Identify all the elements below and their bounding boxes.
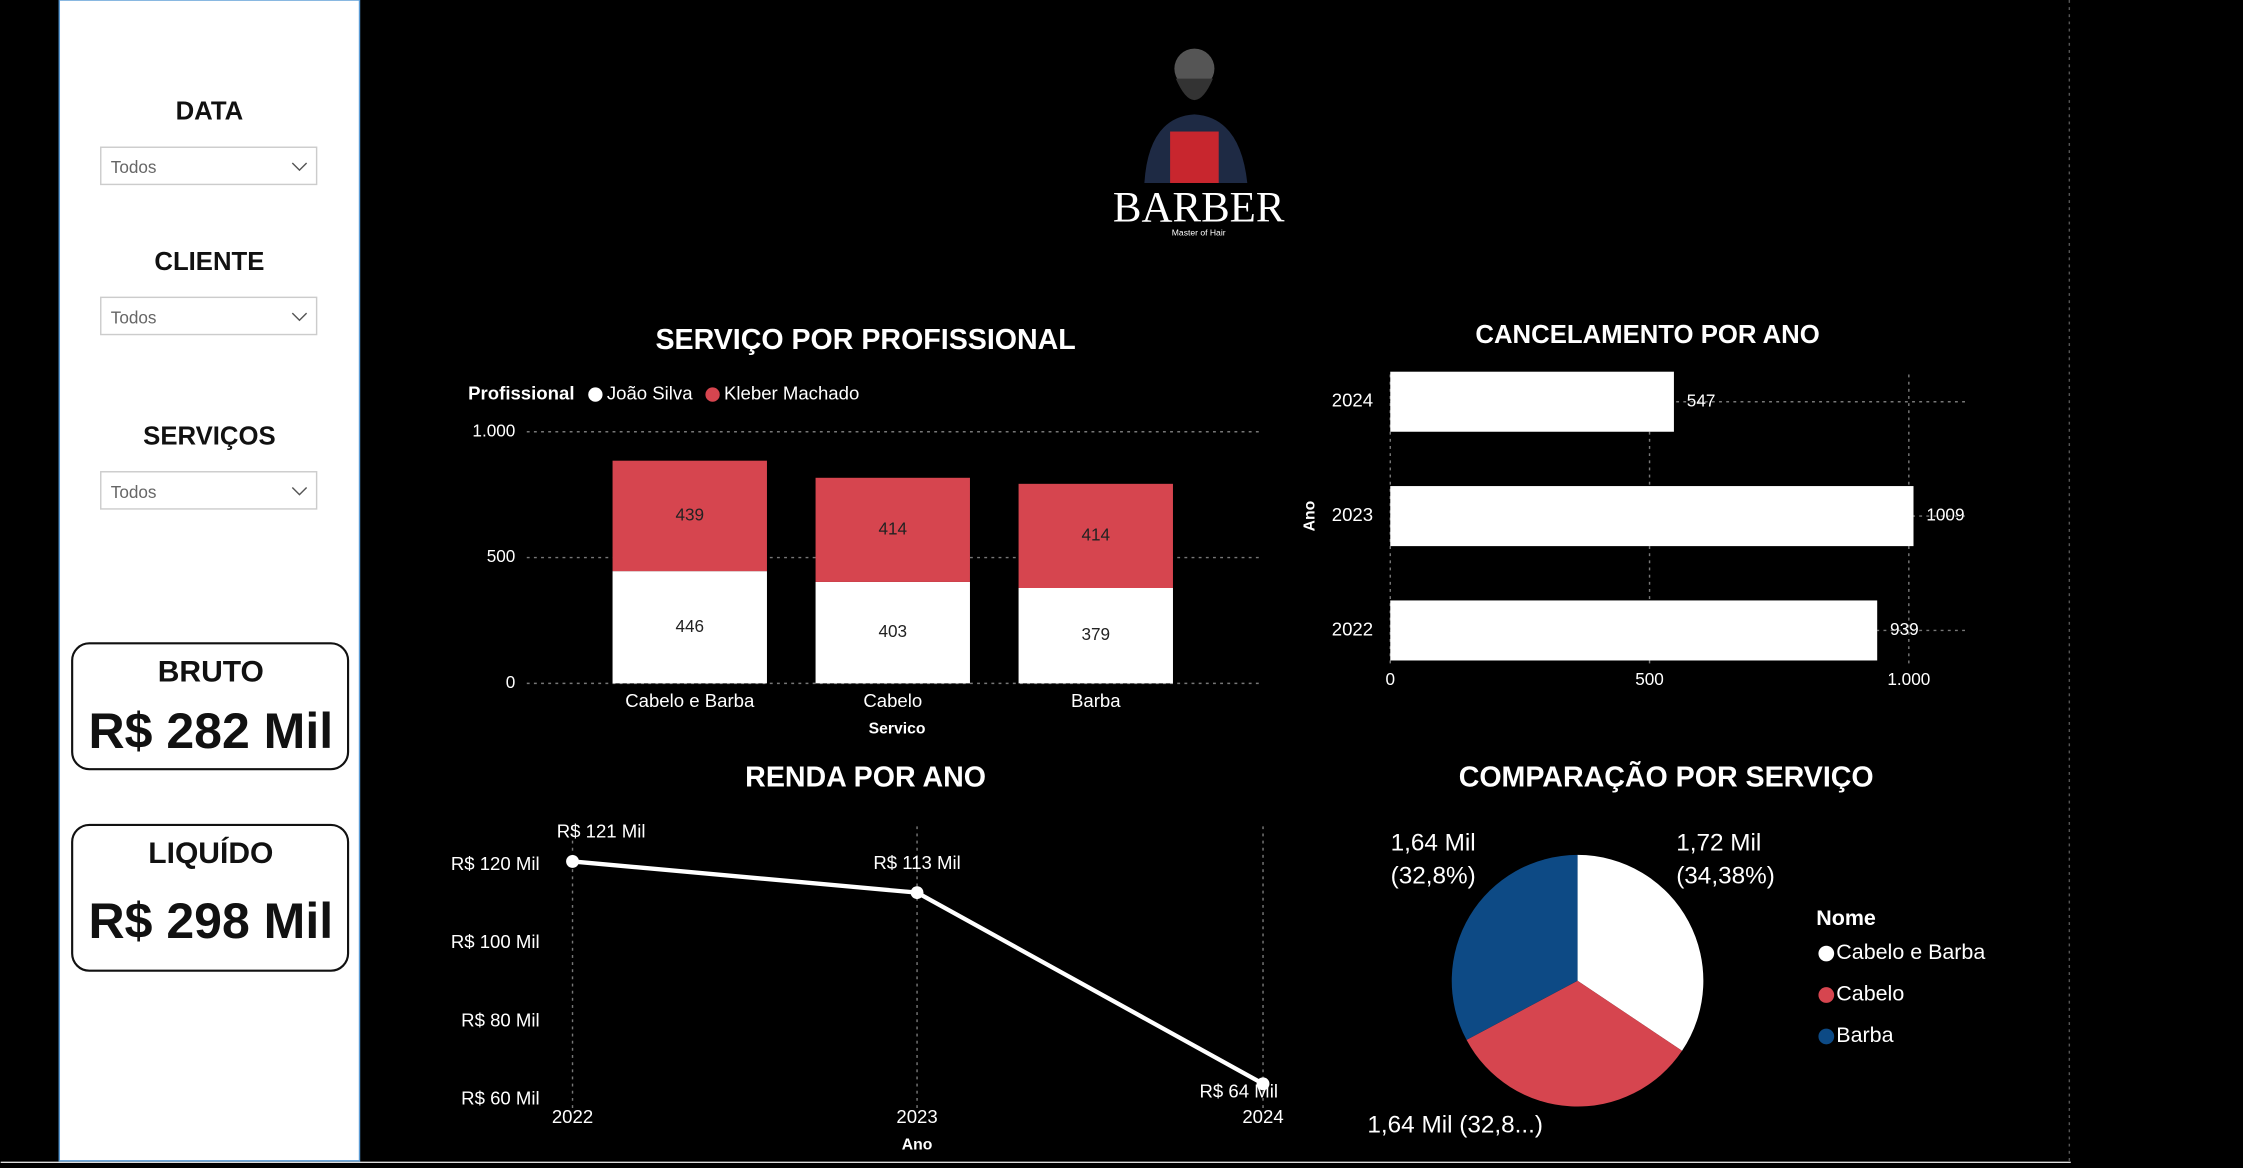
x-tick-label: Cabelo <box>863 690 922 711</box>
bar-segment <box>815 477 970 582</box>
x-tick-label: 2022 <box>552 1106 593 1127</box>
data-label-box: 1,72 Mil (34,38%) <box>1676 829 1775 890</box>
data-label-box: 1,64 Mil (32,8...) <box>1367 1110 1543 1138</box>
y-axis-title: Ano <box>1301 501 1318 532</box>
data-label-box: 1,64 Mil (32,8%) <box>1390 829 1476 890</box>
legend-label: Barba <box>1836 1023 1893 1047</box>
x-tick-label: 2024 <box>1242 1106 1283 1127</box>
data-label: R$ 121 Mil <box>557 821 646 842</box>
chevron <box>291 162 308 172</box>
x-tick-label: 2023 <box>896 1106 937 1127</box>
logo-head <box>1174 48 1215 89</box>
legend-marker <box>705 387 720 402</box>
bar-segment <box>612 571 767 684</box>
data-label: 1,64 Mil (32,8...) <box>1367 1110 1543 1138</box>
legend-label: Kleber Machado <box>724 382 859 403</box>
data-label: 446 <box>675 616 704 636</box>
point <box>1256 1077 1270 1091</box>
bar-segment <box>1018 483 1173 588</box>
bar-segment <box>612 460 767 572</box>
y-tick-label: R$ 60 Mil <box>461 1087 539 1108</box>
pie-slice <box>1466 980 1683 1107</box>
chevron <box>291 486 308 496</box>
data-label: 439 <box>675 504 704 524</box>
chart-title: CANCELAMENTO POR ANO <box>1475 321 1819 349</box>
data-label: 403 <box>878 621 907 641</box>
dropdown-value[interactable]: Todos <box>111 157 157 177</box>
filter-label: DATA <box>176 98 244 126</box>
bar <box>1390 486 1914 547</box>
bar <box>1390 371 1674 432</box>
chart-title: COMPARAÇÃO POR SERVIÇO <box>1459 760 1874 794</box>
x-tick-label: 500 <box>1635 669 1664 689</box>
bar-segment <box>815 581 970 684</box>
logo-apron <box>1170 131 1219 183</box>
kpi-label: LIQUÍDO <box>148 836 273 870</box>
kpi-card <box>71 823 350 972</box>
legend-title: Nome <box>1816 906 1876 930</box>
y-tick-label: R$ 100 Mil <box>451 931 540 952</box>
data-label: 379 <box>1081 624 1110 644</box>
x-tick-label: 0 <box>1385 669 1395 689</box>
pie-slice <box>1451 854 1578 1040</box>
dropdown[interactable] <box>100 146 318 186</box>
data-label: R$ 113 Mil <box>873 852 960 873</box>
legend-title: Profissional <box>468 382 574 403</box>
data-label: 414 <box>1081 524 1110 544</box>
data-label: 1,64 Mil (32,8%) <box>1390 829 1476 890</box>
kpi-card <box>71 642 350 771</box>
filter-label: CLIENTE <box>154 248 264 276</box>
point <box>910 886 924 900</box>
legend-label: Cabelo <box>1836 982 1904 1006</box>
chart-title: SERVIÇO POR PROFISSIONAL <box>655 324 1075 356</box>
dropdown[interactable] <box>100 296 318 336</box>
x-axis-title: Ano <box>902 1136 933 1153</box>
y-tick-label: R$ 80 Mil <box>461 1009 539 1030</box>
logo: BARBER Master of Hair <box>1113 48 1285 237</box>
legend-marker <box>1818 945 1835 962</box>
y-tick-label: R$ 120 Mil <box>451 853 540 874</box>
pie-slice <box>1577 854 1704 1051</box>
y-tick-label: 2023 <box>1332 504 1373 525</box>
x-tick-label: 1.000 <box>1887 669 1930 689</box>
y-tick-label: 2022 <box>1332 618 1373 639</box>
filter-label: SERVIÇOS <box>143 422 275 450</box>
sidebar: DATA Todos CLIENTE Todos SERVIÇOS Todos … <box>58 0 361 1162</box>
kpi-label: BRUTO <box>158 655 264 688</box>
y-tick-label: 500 <box>487 546 516 566</box>
dropdown-value[interactable]: Todos <box>111 307 157 327</box>
x-axis-title: Servico <box>869 720 926 737</box>
bar-segment <box>1018 587 1173 684</box>
data-label: 547 <box>1687 390 1716 410</box>
dropdown-value[interactable]: Todos <box>111 482 157 502</box>
legend-label: Cabelo e Barba <box>1836 940 1985 964</box>
y-tick-label: 1.000 <box>472 420 515 440</box>
bar <box>1390 600 1878 661</box>
point <box>566 854 579 868</box>
kpi-value: R$ 282 Mil <box>89 703 334 759</box>
logo-tagline: Master of Hair <box>1172 227 1226 237</box>
data-label: 1,72 Mil (34,38%) <box>1676 829 1775 890</box>
data-label: 1009 <box>1926 505 1964 525</box>
data-label: R$ 64 Mil <box>1199 1080 1277 1101</box>
legend-marker <box>1818 987 1835 1003</box>
logo-beard <box>1175 78 1213 101</box>
y-tick-label: 0 <box>506 672 516 692</box>
x-tick-label: Cabelo e Barba <box>625 690 755 711</box>
legend-marker <box>588 387 603 402</box>
y-tick-label: 2024 <box>1332 390 1373 411</box>
kpi-value: R$ 298 Mil <box>89 893 334 949</box>
data-label: 939 <box>1890 619 1919 639</box>
logo-name: BARBER <box>1113 184 1285 231</box>
legend-label: João Silva <box>607 382 693 403</box>
data-label: 414 <box>878 518 907 538</box>
dropdown[interactable] <box>100 471 318 510</box>
chevron <box>291 312 308 322</box>
legend-marker <box>1818 1028 1835 1045</box>
chart-title: RENDA POR ANO <box>745 762 986 794</box>
x-tick-label: Barba <box>1071 690 1121 711</box>
